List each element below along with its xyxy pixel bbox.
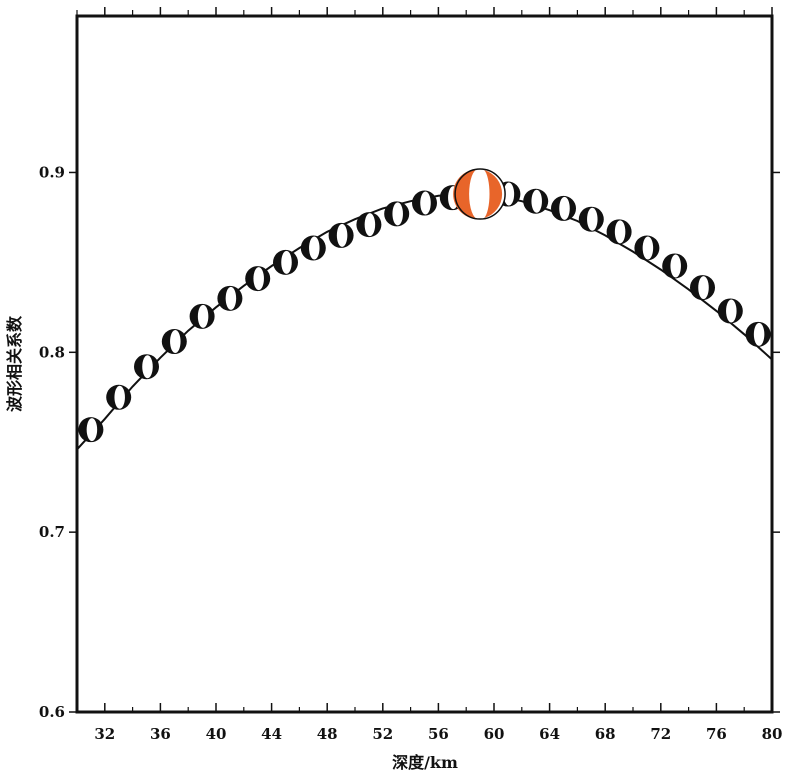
focal-mechanism xyxy=(217,285,243,311)
focal-mechanism xyxy=(523,188,549,214)
focal-mechanism xyxy=(745,321,771,347)
focal-mechanism xyxy=(356,212,382,238)
focal-mechanism xyxy=(634,235,660,261)
x-tick-label: 80 xyxy=(762,725,783,743)
x-tick-label: 40 xyxy=(206,725,227,743)
x-tick-label: 48 xyxy=(317,725,338,743)
x-tick-label: 36 xyxy=(150,725,171,743)
focal-mechanism xyxy=(245,266,271,292)
focal-mechanism xyxy=(690,275,715,301)
focal-mechanism xyxy=(300,235,326,261)
focal-mechanism xyxy=(551,195,576,221)
y-tick-label: 0.7 xyxy=(39,523,65,541)
x-tick-label: 76 xyxy=(706,725,727,743)
y-axis-label: 波形相关系数 xyxy=(5,315,24,412)
x-tick-label: 52 xyxy=(372,725,393,743)
x-tick-label: 64 xyxy=(539,725,560,743)
x-tick-label: 56 xyxy=(428,725,449,743)
focal-mechanism xyxy=(662,253,688,279)
best-focal-mechanism xyxy=(453,168,506,220)
focal-mechanism xyxy=(384,201,410,227)
x-tick-label: 44 xyxy=(261,725,282,743)
fit-curve-layer xyxy=(76,193,773,451)
fit-curve xyxy=(76,193,773,451)
tick-layer: 32 36 40 44 48 52 56 60 64 68 72 76 80 0.6 0.7 0.8 0.9 xyxy=(39,7,783,743)
focal-mechanism xyxy=(578,206,604,232)
mechanism-layer xyxy=(78,181,771,443)
y-tick-label: 0.8 xyxy=(39,343,65,361)
focal-mechanism xyxy=(273,249,298,275)
focal-mechanism xyxy=(106,384,132,410)
focal-mechanism xyxy=(412,190,437,216)
x-tick-label: 32 xyxy=(94,725,115,743)
x-tick-label: 68 xyxy=(595,725,616,743)
best-solution-layer xyxy=(453,168,506,220)
focal-mechanism xyxy=(328,222,354,248)
focal-mechanism xyxy=(606,219,632,245)
focal-mechanism xyxy=(717,298,743,324)
focal-mechanism xyxy=(189,303,215,329)
y-tick-label: 0.9 xyxy=(39,163,65,181)
plot-frame xyxy=(75,14,774,714)
focal-mechanism xyxy=(78,417,104,443)
x-tick-label: 60 xyxy=(484,725,505,743)
focal-mechanism xyxy=(134,354,159,380)
focal-mechanism xyxy=(161,329,187,355)
x-axis-label: 深度/km xyxy=(392,753,458,772)
y-tick-label: 0.6 xyxy=(39,703,65,721)
x-tick-label: 72 xyxy=(650,725,671,743)
